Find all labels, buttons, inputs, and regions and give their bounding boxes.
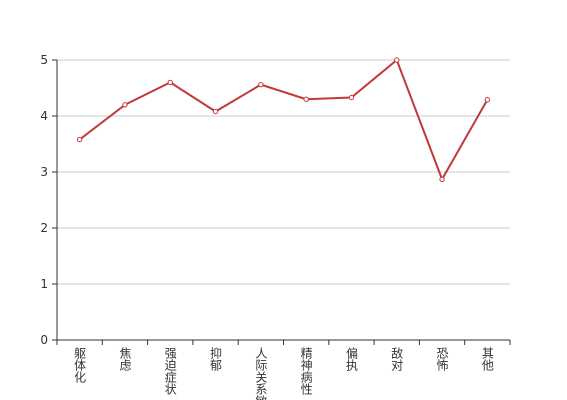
x-tick-label: 抑郁 <box>209 346 223 372</box>
x-tick-label: 人际关系敏感 <box>254 347 268 400</box>
point <box>439 176 445 182</box>
point <box>212 108 219 115</box>
y-tick-label: 0 <box>40 333 48 347</box>
x-tick-label: 强迫症状 <box>163 347 177 395</box>
point <box>394 57 400 63</box>
point <box>348 94 355 101</box>
y-tick-label: 3 <box>40 165 48 179</box>
point <box>76 136 83 143</box>
x-tick-label: 敌对 <box>390 346 404 371</box>
x-tick-label: 焦虑 <box>118 347 132 371</box>
point <box>258 81 264 88</box>
point <box>303 96 309 102</box>
x-tick-label: 恐怖 <box>435 347 449 371</box>
point <box>484 97 491 103</box>
x-tick-label: 精神病性 <box>299 347 313 396</box>
x-tick-label: 其他 <box>480 347 494 371</box>
y-tick-label: 1 <box>40 277 48 291</box>
x-tick-label: 偏执 <box>344 346 358 372</box>
point <box>122 102 128 108</box>
y-tick-label: 4 <box>40 109 48 123</box>
y-tick-label: 5 <box>40 53 48 67</box>
line <box>79 58 489 182</box>
y-tick-label: 2 <box>40 221 48 235</box>
x-tick-label: 躯体化 <box>73 346 87 384</box>
point <box>167 79 173 86</box>
